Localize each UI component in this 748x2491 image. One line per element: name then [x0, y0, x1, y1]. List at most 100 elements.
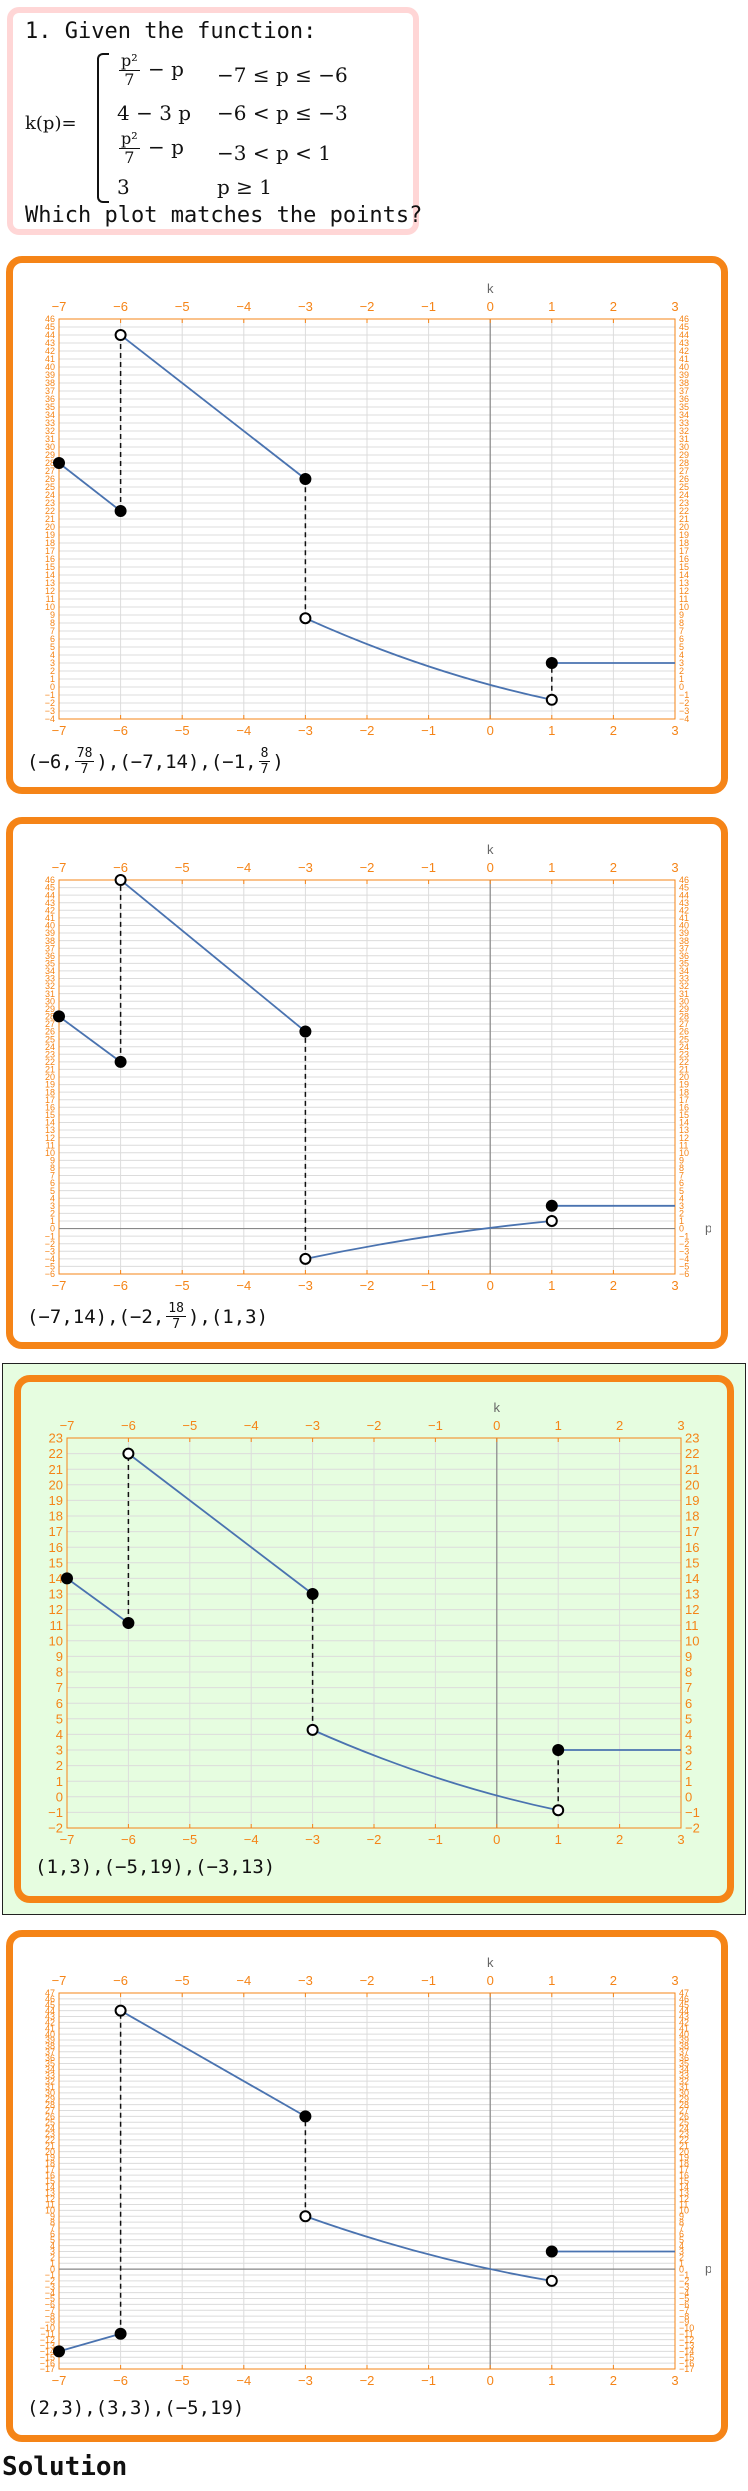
y-tick-label-right: −12 — [679, 2335, 694, 2345]
y-tick-label-left: 8 — [50, 618, 55, 628]
y-tick-label-left: −1 — [45, 1231, 55, 1241]
x-tick-label-top: −2 — [360, 860, 375, 875]
y-tick-label-left: 38 — [45, 936, 55, 946]
x-tick-label-bottom: 2 — [610, 2373, 617, 2388]
y-tick-label-right: 33 — [679, 418, 689, 428]
answer-option-2[interactable]: −7 −7 −6 −6 −5 −5 −4 −4 −3 −3 −2 −2 −1 −1 0 0 1 1 2 2 3 3 −6 −6… — [6, 817, 728, 1349]
x-tick-label-bottom: −2 — [360, 1278, 375, 1293]
y-tick-label-left: 13 — [45, 2188, 55, 2198]
y-tick-label-left: −1 — [45, 2270, 55, 2280]
y-tick-label-left: 17 — [45, 1095, 55, 1105]
function-segment — [120, 879, 306, 1033]
y-tick-label-right: 23 — [679, 2129, 689, 2139]
y-tick-label-left: 26 — [45, 2112, 55, 2122]
y-tick-label-left: 16 — [49, 1540, 63, 1555]
y-tick-label-right: 12 — [685, 1602, 699, 1617]
y-tick-label-right: 20 — [679, 522, 689, 532]
closed-endpoint — [552, 1744, 565, 1756]
y-tick-label-left: 34 — [45, 966, 55, 976]
y-tick-label-right: 5 — [679, 1186, 684, 1196]
open-endpoint — [299, 2210, 312, 2223]
answer-option-3[interactable]: −7 −7 −6 −6 −5 −5 −4 −4 −3 −3 −2 −2 −1 −1 0 0 1 1 2 2 3 3 −2 −2… — [14, 1375, 734, 1903]
coord-text: ) — [187, 1305, 200, 1328]
y-tick-label-right: 3 — [685, 1743, 692, 1758]
y-tick-label-left: 16 — [45, 554, 55, 564]
y-tick-label-left: 22 — [45, 1057, 55, 1067]
y-tick-label-left: −16 — [40, 2358, 55, 2368]
y-tick-label-right: 17 — [679, 1095, 689, 1105]
case-3-expr: p² 7 − p — [119, 129, 184, 167]
y-tick-label-left: 24 — [45, 2123, 55, 2133]
answer-option-4[interactable]: −7 −7 −6 −6 −5 −5 −4 −4 −3 −3 −2 −2 −1 −1 0 0 1 1 2 2 3 3 −17−… — [6, 1930, 728, 2442]
y-tick-label-right: 2 — [685, 1758, 692, 1773]
y-tick-label-right: −14 — [679, 2347, 694, 2357]
y-tick-label-left: 11 — [46, 594, 55, 604]
function-segment — [120, 334, 306, 480]
x-tick-label-bottom: 0 — [487, 2373, 494, 2388]
y-tick-label-right: 29 — [679, 450, 689, 460]
y-tick-label-left: −12 — [40, 2335, 55, 2345]
x-tick-label-top: −5 — [175, 860, 190, 875]
y-tick-label-right: 2 — [679, 1209, 684, 1219]
case-4-cond: p ≥ 1 — [217, 175, 272, 199]
y-tick-label-left: 3 — [50, 2247, 55, 2257]
y-tick-label-left: −17 — [40, 2364, 55, 2374]
y-tick-label-left: 13 — [45, 1125, 55, 1135]
y-tick-label-left: 31 — [45, 2082, 55, 2092]
y-tick-label-left: 29 — [45, 1004, 55, 1014]
y-tick-label-right: 0 — [679, 682, 684, 692]
x-tick-label-bottom: −2 — [360, 2373, 375, 2388]
y-tick-label-right: 42 — [679, 2018, 689, 2028]
x-tick-label-top: −4 — [244, 1418, 259, 1433]
coord-fraction: 18 7 — [166, 1301, 186, 1332]
y-tick-label-right: −5 — [679, 1262, 689, 1272]
y-tick-label-right: −2 — [679, 1239, 689, 1249]
y-tick-label-right: −4 — [679, 714, 689, 724]
y-tick-label-left: 0 — [56, 1789, 63, 1804]
y-tick-label-left: 29 — [45, 450, 55, 460]
y-tick-label-left: 10 — [45, 1148, 55, 1158]
open-endpoint — [114, 874, 127, 886]
y-tick-label-right: −4 — [679, 1254, 689, 1264]
y-tick-label-right: 41 — [679, 354, 689, 364]
y-tick-label-left: 20 — [45, 1072, 55, 1082]
y-tick-label-right: 27 — [679, 466, 689, 476]
y-tick-label-right: 25 — [679, 2117, 689, 2127]
x-tick-label-top: −6 — [113, 1973, 128, 1988]
x-tick-label-top: −1 — [428, 1418, 443, 1433]
y-tick-label-right: 13 — [679, 2188, 689, 2198]
x-tick-label-top: 1 — [555, 1418, 562, 1433]
y-tick-label-right: 12 — [679, 586, 689, 596]
y-tick-label-right: 6 — [685, 1696, 692, 1711]
y-tick-label-left: 23 — [45, 498, 55, 508]
x-tick-label-bottom: −5 — [175, 723, 190, 738]
x-tick-label-top: 0 — [487, 299, 494, 314]
x-tick-label-top: 1 — [548, 1973, 555, 1988]
y-tick-label-left: 43 — [45, 898, 55, 908]
x-tick-label-top: 2 — [610, 299, 617, 314]
y-tick-label-right: 13 — [685, 1587, 699, 1602]
coord-text: ,(1,3) — [199, 1305, 269, 1328]
y-tick-label-right: 9 — [679, 610, 684, 620]
y-tick-label-right: 22 — [685, 1446, 699, 1461]
y-tick-label-left: 30 — [45, 442, 55, 452]
y-tick-label-left: 34 — [45, 2065, 55, 2075]
y-tick-label-left: 42 — [45, 346, 55, 356]
y-tick-label-left: 45 — [45, 883, 55, 893]
y-tick-label-left: 1 — [50, 674, 55, 684]
x-tick-label-bottom: 0 — [493, 1832, 500, 1847]
y-tick-label-left: 5 — [50, 642, 55, 652]
y-tick-label-left: 6 — [56, 1696, 63, 1711]
y-tick-label-right: 21 — [685, 1462, 699, 1477]
y-tick-label-right: −15 — [679, 2352, 694, 2362]
closed-endpoint — [299, 2110, 312, 2123]
x-tick-label-top: −4 — [236, 860, 251, 875]
y-tick-label-left: 41 — [45, 913, 55, 923]
y-tick-label-left: 21 — [45, 2141, 55, 2151]
open-endpoint — [114, 329, 127, 341]
piecewise-brace — [97, 53, 109, 203]
y-tick-label-right: 30 — [679, 996, 689, 1006]
answer-option-1[interactable]: −7 −7 −6 −6 −5 −5 −4 −4 −3 −3 −2 −2 −1 −1 0 0 1 1 2 2 3 3 −4 −4… — [6, 256, 728, 794]
y-tick-label-left: 15 — [45, 2176, 55, 2186]
y-tick-label-right: 3 — [679, 1201, 684, 1211]
